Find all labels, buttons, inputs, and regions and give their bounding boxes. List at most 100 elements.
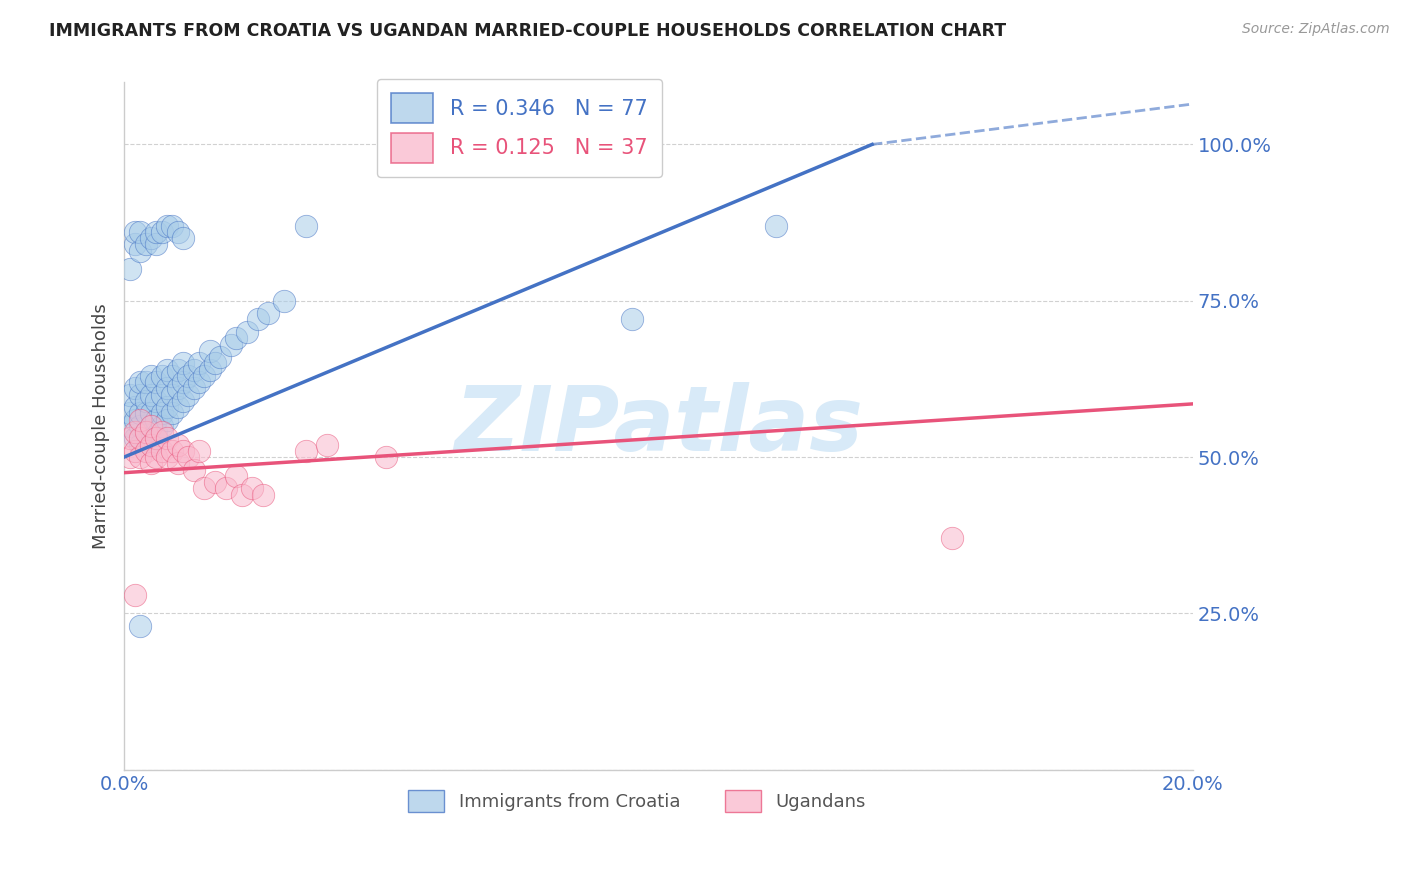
Point — [177, 450, 200, 464]
Point — [236, 325, 259, 339]
Point — [129, 412, 152, 426]
Point — [150, 443, 173, 458]
Point — [129, 431, 152, 445]
Point — [139, 456, 162, 470]
Point — [166, 456, 188, 470]
Point — [198, 343, 221, 358]
Point — [150, 418, 173, 433]
Point — [124, 425, 146, 439]
Point — [118, 450, 141, 464]
Point — [135, 406, 157, 420]
Point — [129, 244, 152, 258]
Point — [118, 262, 141, 277]
Point — [156, 362, 179, 376]
Point — [145, 225, 167, 239]
Point — [124, 443, 146, 458]
Point — [124, 381, 146, 395]
Point — [150, 225, 173, 239]
Point — [129, 437, 152, 451]
Point — [135, 393, 157, 408]
Point — [129, 375, 152, 389]
Point — [145, 431, 167, 445]
Point — [124, 431, 146, 445]
Point — [129, 225, 152, 239]
Point — [188, 443, 211, 458]
Point — [150, 406, 173, 420]
Point — [193, 368, 215, 383]
Point — [139, 368, 162, 383]
Point — [118, 418, 141, 433]
Point — [242, 481, 264, 495]
Point — [172, 231, 194, 245]
Point — [620, 312, 643, 326]
Point — [225, 468, 247, 483]
Point — [129, 387, 152, 401]
Point — [145, 237, 167, 252]
Point — [193, 481, 215, 495]
Point — [156, 450, 179, 464]
Text: ZIPatlas: ZIPatlas — [454, 382, 863, 470]
Point — [145, 393, 167, 408]
Point — [166, 225, 188, 239]
Point — [219, 337, 242, 351]
Point — [156, 412, 179, 426]
Point — [129, 450, 152, 464]
Point — [139, 437, 162, 451]
Point — [257, 306, 280, 320]
Point — [162, 406, 184, 420]
Point — [231, 487, 253, 501]
Point — [273, 293, 295, 308]
Point — [172, 393, 194, 408]
Point — [765, 219, 787, 233]
Point — [135, 425, 157, 439]
Point — [150, 387, 173, 401]
Point — [156, 381, 179, 395]
Point — [124, 588, 146, 602]
Point — [246, 312, 269, 326]
Point — [139, 387, 162, 401]
Point — [166, 400, 188, 414]
Point — [145, 425, 167, 439]
Point — [124, 225, 146, 239]
Point — [375, 450, 398, 464]
Point — [166, 381, 188, 395]
Point — [172, 443, 194, 458]
Point — [139, 437, 162, 451]
Point — [118, 387, 141, 401]
Point — [124, 400, 146, 414]
Point — [198, 362, 221, 376]
Point — [172, 356, 194, 370]
Point — [166, 362, 188, 376]
Point — [118, 431, 141, 445]
Point — [183, 362, 205, 376]
Point — [177, 368, 200, 383]
Point — [124, 412, 146, 426]
Point — [204, 475, 226, 489]
Point — [135, 443, 157, 458]
Point — [156, 219, 179, 233]
Point — [162, 387, 184, 401]
Point — [183, 381, 205, 395]
Y-axis label: Married-couple Households: Married-couple Households — [93, 303, 110, 549]
Point — [129, 418, 152, 433]
Point — [295, 219, 318, 233]
Point — [188, 356, 211, 370]
Legend: Immigrants from Croatia, Ugandans: Immigrants from Croatia, Ugandans — [401, 782, 873, 819]
Point — [252, 487, 274, 501]
Point — [139, 418, 162, 433]
Point — [145, 450, 167, 464]
Point — [156, 400, 179, 414]
Point — [139, 406, 162, 420]
Point — [145, 375, 167, 389]
Point — [172, 375, 194, 389]
Point — [118, 406, 141, 420]
Point — [129, 406, 152, 420]
Point — [162, 443, 184, 458]
Point — [166, 437, 188, 451]
Point — [145, 412, 167, 426]
Point — [139, 418, 162, 433]
Point — [316, 437, 339, 451]
Point — [295, 443, 318, 458]
Point — [177, 387, 200, 401]
Text: IMMIGRANTS FROM CROATIA VS UGANDAN MARRIED-COUPLE HOUSEHOLDS CORRELATION CHART: IMMIGRANTS FROM CROATIA VS UGANDAN MARRI… — [49, 22, 1007, 40]
